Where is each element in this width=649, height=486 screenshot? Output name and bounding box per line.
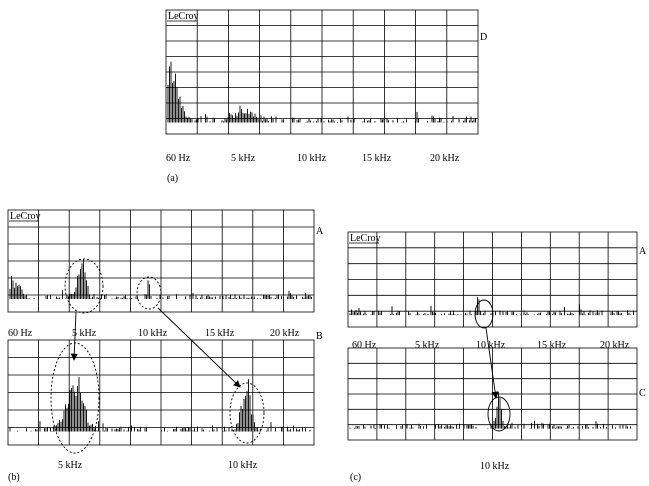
spectrum <box>9 377 311 432</box>
axis-label: 15 kHz <box>537 340 567 351</box>
caption: (c) <box>350 472 361 483</box>
axis-label: 10 kHz <box>297 153 327 164</box>
axis-label: 5 kHz <box>231 153 256 164</box>
channel-label: C <box>639 388 646 399</box>
spectrum <box>9 259 312 299</box>
channel-label: A <box>639 246 647 257</box>
spectrum <box>349 297 634 316</box>
caption: (b) <box>8 472 20 483</box>
axis-label: 20 kHz <box>600 340 630 351</box>
axis-label: 5 kHz <box>415 340 440 351</box>
channel-label: D <box>480 32 487 43</box>
axis-label: 5 kHz <box>58 460 83 471</box>
axis-label: 10 kHz <box>228 460 258 471</box>
axis-label: 20 kHz <box>430 153 460 164</box>
annotations <box>50 258 511 454</box>
axis-label: 60 Hz <box>8 328 33 339</box>
axis-label: 10 kHz <box>138 328 168 339</box>
axis-label: 60 Hz <box>352 340 377 351</box>
spectrum <box>167 61 476 123</box>
axis-label: 5 kHz <box>72 328 97 339</box>
axis-label: 20 kHz <box>270 328 300 339</box>
spectrum <box>349 392 631 429</box>
channel-label: B <box>316 331 323 342</box>
brand-label: LeCroy <box>168 11 199 22</box>
brand-label: LeCroy <box>10 211 41 222</box>
axis-label: 10 kHz <box>476 340 506 351</box>
axis-label: 10 kHz <box>480 461 510 472</box>
channel-label: A <box>316 226 324 237</box>
axis-label: 15 kHz <box>205 328 235 339</box>
caption: (a) <box>167 173 178 184</box>
brand-label: LeCroy <box>350 233 381 244</box>
axis-label: 15 kHz <box>362 153 392 164</box>
axis-label: 60 Hz <box>166 153 191 164</box>
